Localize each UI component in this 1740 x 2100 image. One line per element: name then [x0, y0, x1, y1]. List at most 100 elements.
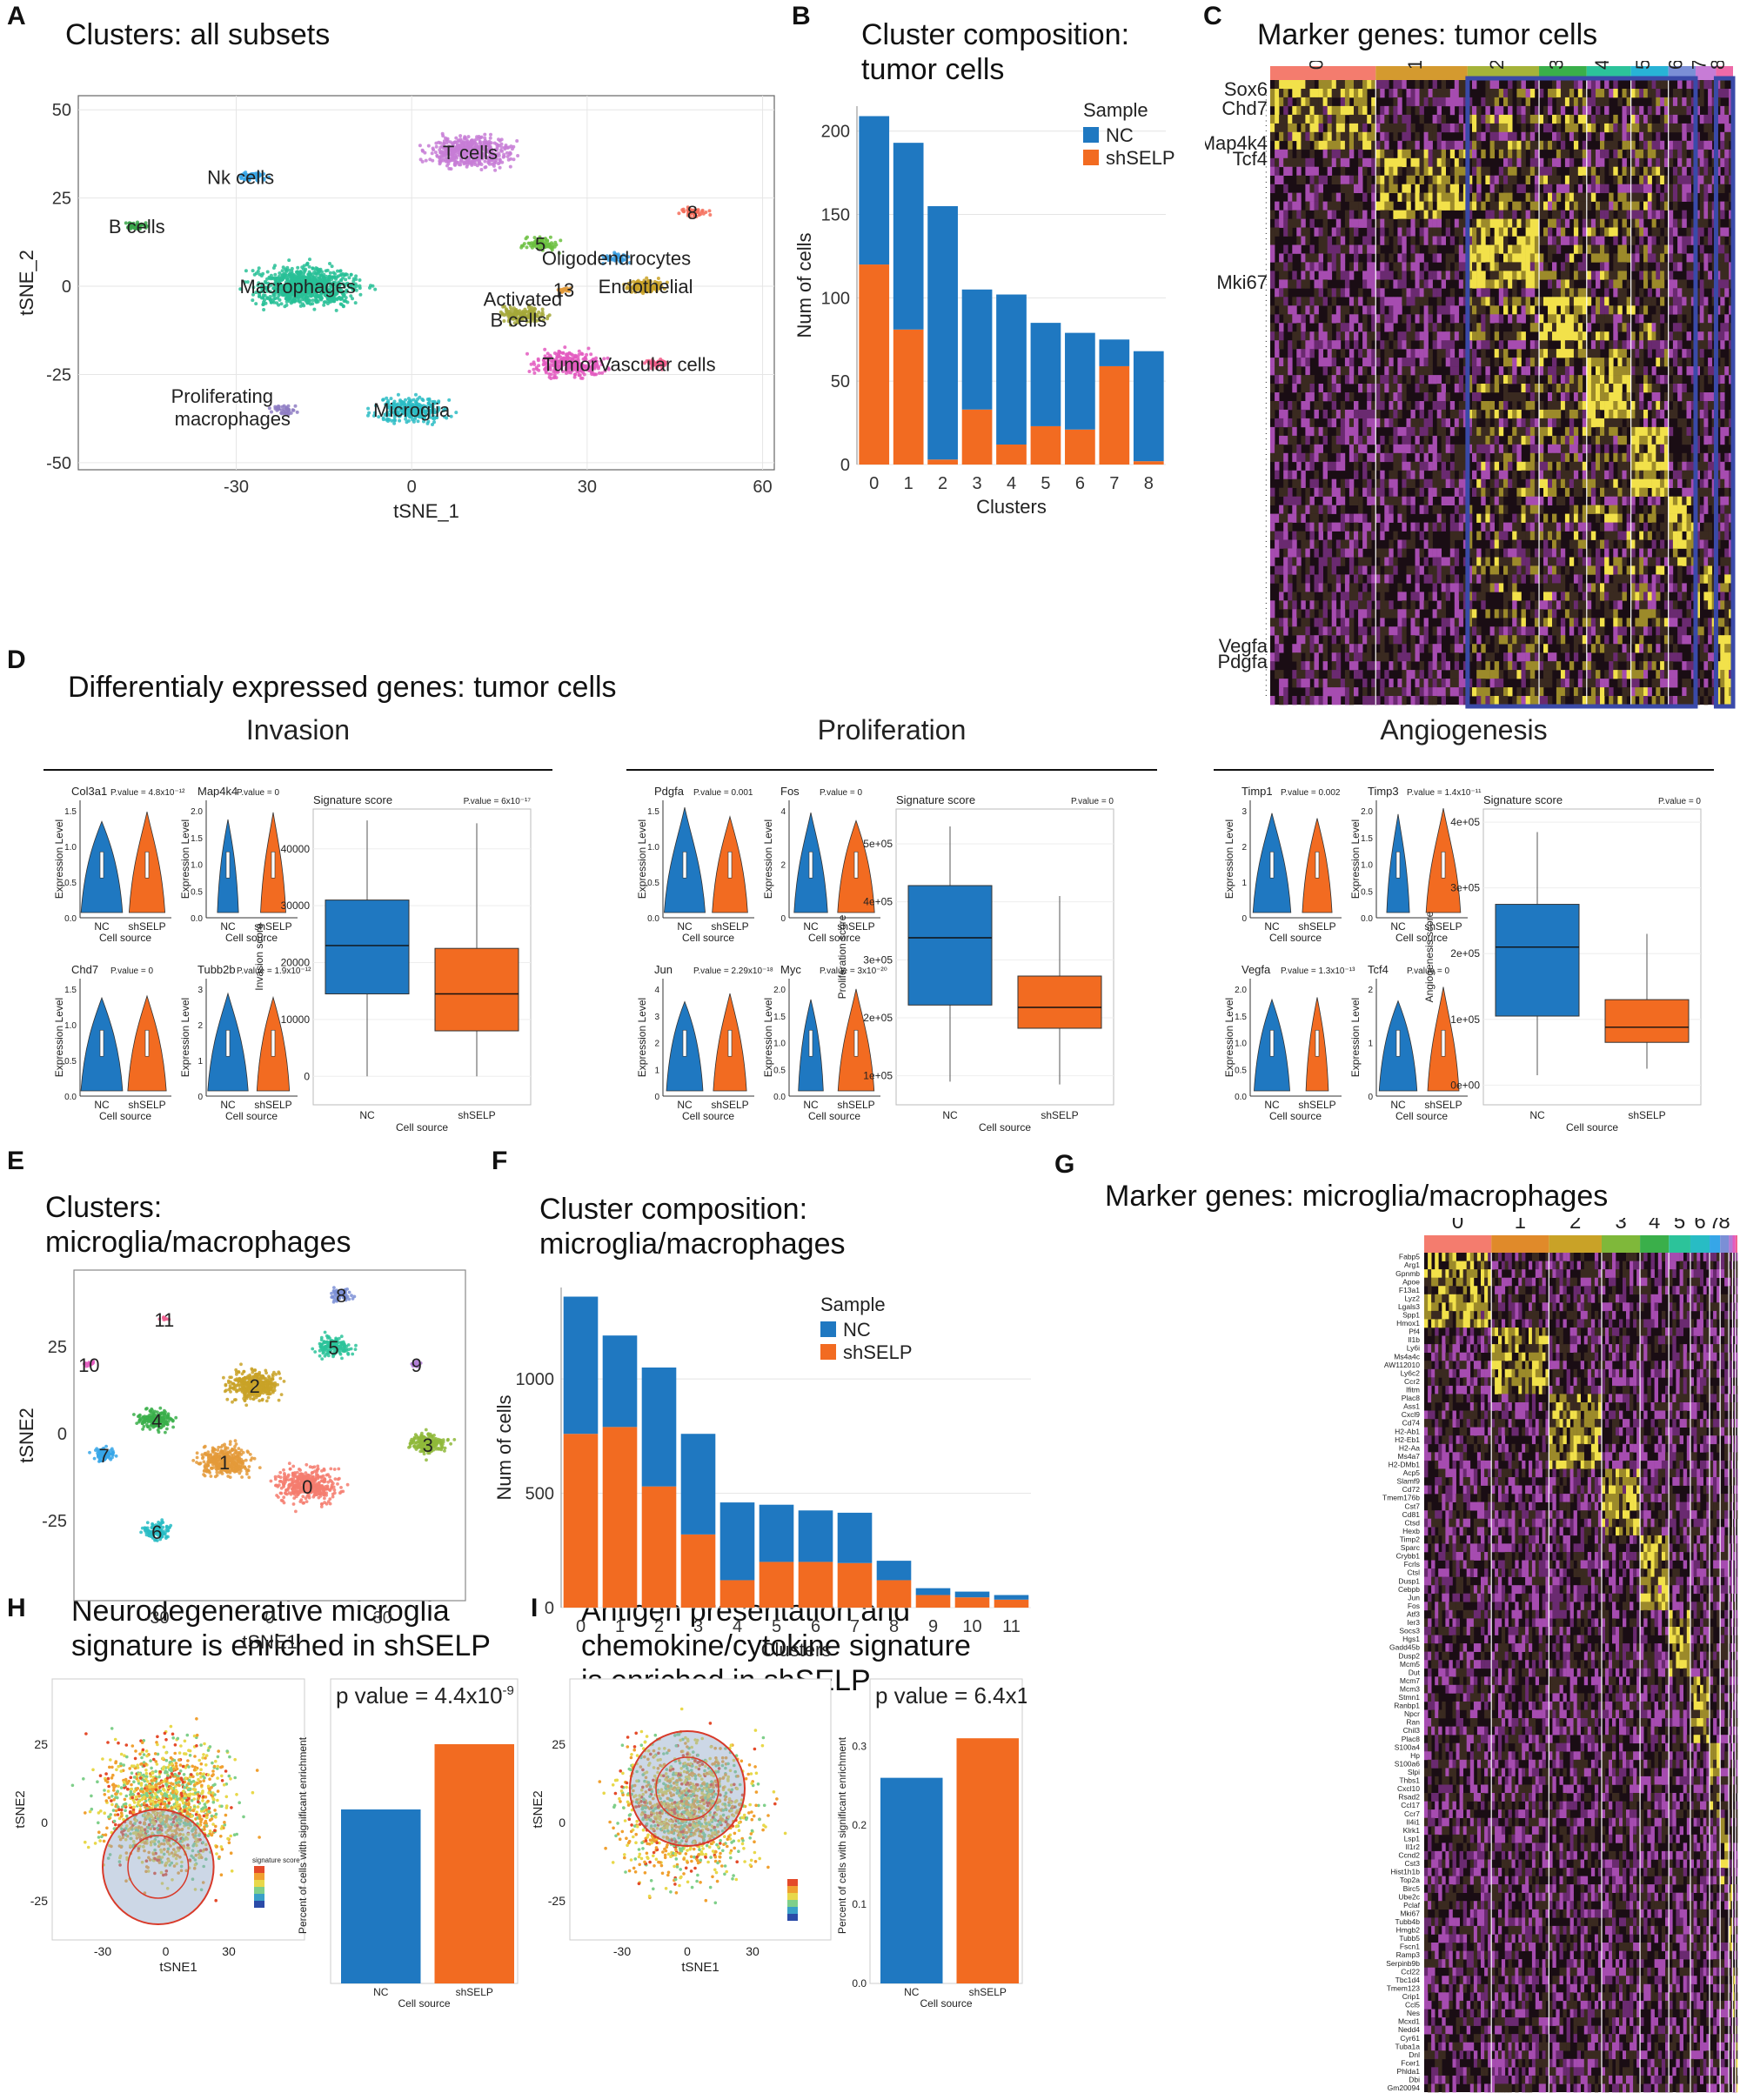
heatmap-cell [1380, 192, 1385, 202]
heatmap-cell [1508, 89, 1513, 98]
cell-point [525, 351, 529, 356]
heatmap-cell [1314, 89, 1319, 98]
heatmap-cell [1516, 184, 1522, 193]
heatmap-cell [1335, 271, 1342, 280]
heatmap-cell [1604, 97, 1610, 107]
cell-point [309, 272, 312, 276]
heatmap-cell [1703, 166, 1709, 176]
heatmap-cell [1419, 236, 1424, 245]
cell-point [494, 152, 499, 157]
cell-point [311, 302, 315, 306]
y-tick-label: -25 [46, 365, 71, 385]
cell-point [489, 141, 493, 145]
heatmap-cell [1696, 131, 1700, 142]
heatmap-cell [1573, 297, 1579, 306]
heatmap-cell [1529, 166, 1536, 176]
heatmap-cell [1564, 80, 1570, 90]
heatmap-cell [1600, 131, 1605, 142]
heatmap-cell [1630, 253, 1636, 263]
cell-point [405, 411, 409, 415]
heatmap-cell [1423, 279, 1429, 289]
heatmap-cell [1663, 157, 1669, 168]
heatmap-cell [1428, 236, 1433, 245]
cell-point [385, 411, 389, 416]
heatmap-cell [1609, 201, 1614, 211]
cell-point [437, 400, 440, 405]
cell-point [571, 363, 575, 367]
heatmap-cell [1720, 210, 1725, 219]
heatmap-cell [1508, 262, 1513, 271]
heatmap-cell [1279, 131, 1284, 142]
heatmap-cell [1494, 279, 1500, 289]
cell-point [585, 352, 589, 357]
heatmap-cell [1569, 279, 1575, 289]
heatmap-cell [1564, 114, 1570, 124]
heatmap-cell [1600, 305, 1605, 315]
cell-point [597, 371, 601, 375]
heatmap-cell [1367, 218, 1372, 228]
cell-point [358, 292, 363, 297]
heatmap-cell [1677, 89, 1683, 98]
heatmap-cell [1708, 105, 1713, 116]
heatmap-cell [1582, 149, 1588, 159]
heatmap-cell [1410, 271, 1415, 280]
heatmap-cell [1539, 210, 1544, 219]
cell-point [560, 288, 565, 291]
heatmap-cell [1449, 166, 1456, 176]
heatmap-cell [1716, 236, 1721, 245]
heatmap-cell [1410, 210, 1415, 219]
heatmap-cell [1552, 218, 1557, 228]
heatmap-cell [1340, 80, 1346, 90]
cell-point [358, 286, 362, 291]
heatmap-cell [1415, 105, 1420, 116]
heatmap-cell [1309, 97, 1315, 107]
heatmap-cell [1432, 131, 1437, 142]
heatmap-cell [1586, 123, 1592, 133]
heatmap-cell [1720, 201, 1725, 211]
heatmap-cell [1590, 175, 1596, 184]
heatmap-cell [1340, 105, 1346, 116]
heatmap-cell [1577, 244, 1583, 254]
heatmap-cell [1672, 297, 1678, 306]
panel-b-title-2: tumor cells [861, 53, 1004, 86]
heatmap-cell [1305, 123, 1310, 133]
heatmap-cell [1682, 166, 1687, 176]
heatmap-cell [1309, 271, 1315, 280]
heatmap-cell [1335, 253, 1342, 263]
heatmap-cell [1708, 123, 1713, 133]
cell-point [323, 293, 327, 298]
heatmap-cell [1534, 80, 1540, 90]
cell-point [262, 308, 266, 311]
heatmap-cell [1441, 140, 1446, 150]
heatmap-cell [1270, 210, 1275, 219]
cell-point [542, 240, 546, 244]
heatmap-cell [1564, 218, 1570, 228]
heatmap-cell [1639, 288, 1644, 298]
cell-point [333, 275, 337, 279]
heatmap-cell [1423, 210, 1429, 219]
heatmap-cell [1703, 175, 1709, 184]
heatmap-cell [1340, 140, 1346, 150]
cell-point [645, 288, 649, 292]
heatmap-cell [1489, 89, 1495, 98]
heatmap-cell [1393, 80, 1398, 90]
heatmap-cell [1445, 157, 1450, 168]
heatmap-cell [1494, 123, 1500, 133]
heatmap-cell [1283, 123, 1288, 133]
heatmap-cell [1322, 244, 1328, 254]
heatmap-cell [1569, 114, 1575, 124]
heatmap-cell [1327, 140, 1333, 150]
heatmap-cell [1635, 114, 1640, 124]
heatmap-cell [1279, 323, 1284, 332]
heatmap-cell [1292, 244, 1297, 254]
cell-point [483, 132, 487, 137]
heatmap-cell [1529, 271, 1536, 280]
heatmap-cell [1454, 184, 1460, 193]
cell-point [386, 398, 391, 403]
heatmap-cell [1335, 201, 1342, 211]
heatmap-cell [1543, 123, 1549, 133]
heatmap-cell [1458, 149, 1464, 159]
heatmap-cell [1548, 279, 1553, 289]
heatmap-cell [1635, 149, 1640, 159]
cell-point [569, 286, 573, 291]
